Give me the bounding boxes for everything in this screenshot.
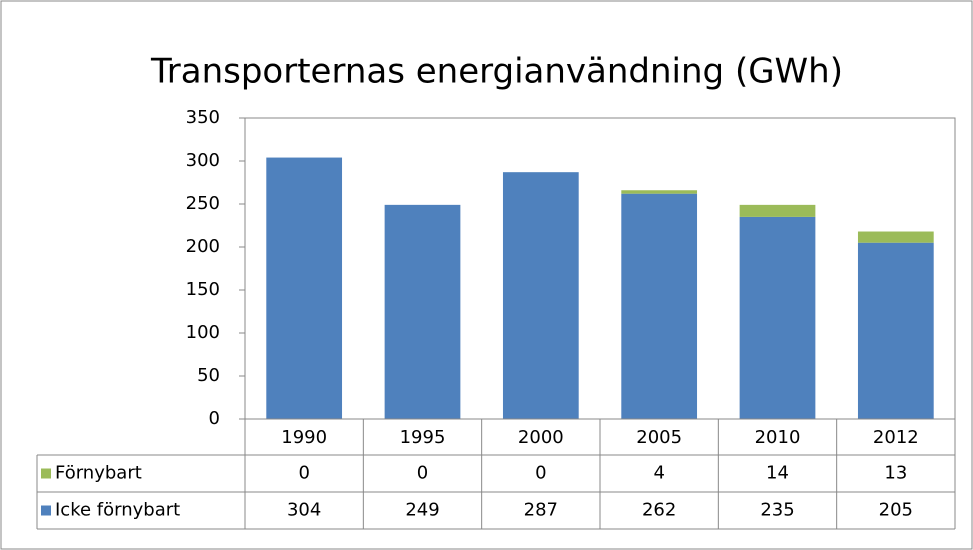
y-tick-label: 100 [186, 322, 220, 343]
bar-segment [857, 242, 934, 419]
bar-segment [384, 204, 461, 419]
table-value: 304 [287, 500, 321, 521]
table-value: 13 [884, 463, 907, 484]
table-value: 0 [535, 463, 546, 484]
x-tick-label: 1995 [400, 427, 446, 448]
legend-key [41, 505, 51, 516]
x-tick-label: 2000 [518, 427, 564, 448]
table-value: 287 [524, 500, 558, 521]
table-value: 235 [760, 500, 794, 521]
table-value: 0 [417, 463, 428, 484]
x-tick-label: 2012 [873, 427, 919, 448]
table-value: 14 [766, 463, 789, 484]
chart-title: Transporternas energianvändning (GWh) [150, 52, 843, 92]
bar-segment [857, 231, 934, 243]
table-value: 0 [298, 463, 309, 484]
y-tick-label: 300 [186, 150, 220, 171]
legend-label: Icke förnybart [55, 500, 180, 521]
bar-segment [739, 216, 816, 419]
bar-segment [502, 172, 579, 419]
bar-segment [621, 190, 698, 194]
legend-label: Förnybart [55, 463, 142, 484]
y-tick-label: 0 [209, 408, 220, 429]
y-tick-label: 150 [186, 279, 220, 300]
table-value: 205 [879, 500, 913, 521]
y-tick-label: 250 [186, 193, 220, 214]
y-tick-label: 350 [186, 107, 220, 128]
bar-segment [621, 193, 698, 419]
y-tick-label: 200 [186, 236, 220, 257]
x-tick-label: 1990 [281, 427, 327, 448]
bar-segment [266, 157, 343, 419]
table-value: 249 [405, 500, 439, 521]
table-value: 4 [653, 463, 664, 484]
table-value: 262 [642, 500, 676, 521]
y-tick-label: 50 [197, 365, 220, 386]
legend-key [41, 468, 51, 479]
bar-segment [739, 204, 816, 217]
x-tick-label: 2005 [636, 427, 682, 448]
x-tick-label: 2010 [755, 427, 801, 448]
